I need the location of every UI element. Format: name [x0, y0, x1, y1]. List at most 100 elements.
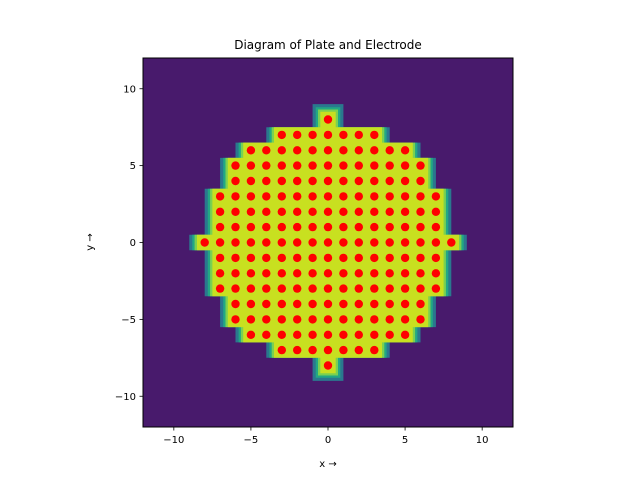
electrode-point	[323, 207, 333, 216]
electrode-point	[354, 192, 363, 201]
electrode-point	[385, 330, 394, 339]
electrode-point	[246, 146, 256, 155]
electrode-point	[293, 345, 302, 355]
electrode-point	[400, 269, 410, 278]
electrode-point	[277, 330, 286, 339]
electrode-point	[277, 253, 286, 263]
electrode-point	[416, 222, 425, 232]
electrode-point	[323, 161, 333, 170]
electrode-point	[400, 146, 410, 155]
electrode-point	[339, 284, 348, 293]
electrode-point	[339, 330, 348, 339]
electrode-point	[431, 207, 441, 216]
electrode-point	[354, 176, 363, 186]
electrode-point	[400, 330, 410, 339]
electrode-point	[323, 222, 333, 232]
electrode-point	[400, 207, 410, 216]
electrode-point	[323, 299, 333, 309]
electrode-point	[385, 315, 394, 324]
electrode-point	[277, 176, 286, 186]
electrode-point	[339, 345, 348, 355]
electrode-point	[354, 130, 363, 140]
y-tick-label: −10	[115, 392, 136, 403]
electrode-point	[370, 176, 379, 186]
electrode-point	[370, 192, 379, 201]
electrode-point	[323, 192, 333, 201]
electrode-point	[277, 130, 286, 140]
electrode-point	[293, 161, 302, 170]
electrode-point	[370, 146, 379, 155]
electrode-point	[262, 330, 271, 339]
electrode-point	[416, 269, 425, 278]
x-tick-label: 10	[476, 435, 489, 446]
electrode-point	[231, 253, 240, 263]
electrode-point	[339, 315, 348, 324]
electrode-point	[339, 161, 348, 170]
electrode-point	[370, 269, 379, 278]
electrode-point	[231, 192, 240, 201]
electrode-point	[246, 269, 256, 278]
electrode-point	[323, 253, 333, 263]
electrode-point	[370, 238, 379, 247]
electrode-point	[277, 146, 286, 155]
electrode-point	[400, 176, 410, 186]
electrode-point	[416, 253, 425, 263]
electrode-point	[385, 222, 394, 232]
y-tick-label: 0	[130, 238, 136, 249]
electrode-point	[385, 238, 394, 247]
electrode-point	[215, 222, 225, 232]
electrode-point	[370, 207, 379, 216]
electrode-point	[354, 299, 363, 309]
electrode-point	[370, 253, 379, 263]
electrode-point	[277, 284, 286, 293]
electrode-point	[416, 176, 425, 186]
electrode-point	[308, 299, 317, 309]
electrode-point	[431, 284, 441, 293]
electrode-point	[354, 345, 363, 355]
electrode-point	[308, 192, 317, 201]
electrode-point	[354, 146, 363, 155]
electrode-point	[431, 192, 441, 201]
electrode-point	[416, 192, 425, 201]
electrode-point	[308, 222, 317, 232]
electrode-point	[308, 253, 317, 263]
electrode-point	[323, 238, 333, 247]
electrode-point	[416, 207, 425, 216]
y-tick-label: 5	[130, 161, 136, 172]
x-axis: −10 −5 0 5 10	[163, 427, 489, 446]
electrode-point	[215, 269, 225, 278]
electrode-point	[246, 192, 256, 201]
electrode-point	[431, 222, 441, 232]
electrode-point	[277, 222, 286, 232]
electrode-point	[400, 299, 410, 309]
electrode-point	[339, 176, 348, 186]
electrode-point	[323, 176, 333, 186]
electrode-point	[262, 161, 271, 170]
electrode-point	[385, 253, 394, 263]
electrode-point	[293, 284, 302, 293]
y-axis: −10 −5 0 5 10	[115, 84, 143, 403]
electrode-point	[416, 284, 425, 293]
electrode-point	[339, 299, 348, 309]
electrode-point	[308, 238, 317, 247]
electrode-point	[308, 330, 317, 339]
electrode-point	[246, 207, 256, 216]
electrode-point	[277, 192, 286, 201]
electrode-point	[308, 315, 317, 324]
electrode-point	[416, 315, 425, 324]
electrode-point	[354, 207, 363, 216]
electrode-point	[354, 161, 363, 170]
electrode-point	[293, 192, 302, 201]
electrode-points	[200, 115, 456, 370]
electrode-point	[246, 315, 256, 324]
x-tick-label: −5	[244, 435, 259, 446]
y-tick-label: −5	[121, 315, 136, 326]
electrode-point	[400, 315, 410, 324]
electrode-point	[231, 299, 240, 309]
electrode-point	[215, 253, 225, 263]
electrode-point	[323, 115, 333, 124]
electrode-point	[323, 315, 333, 324]
electrode-point	[231, 269, 240, 278]
electrode-point	[293, 315, 302, 324]
electrode-point	[246, 222, 256, 232]
